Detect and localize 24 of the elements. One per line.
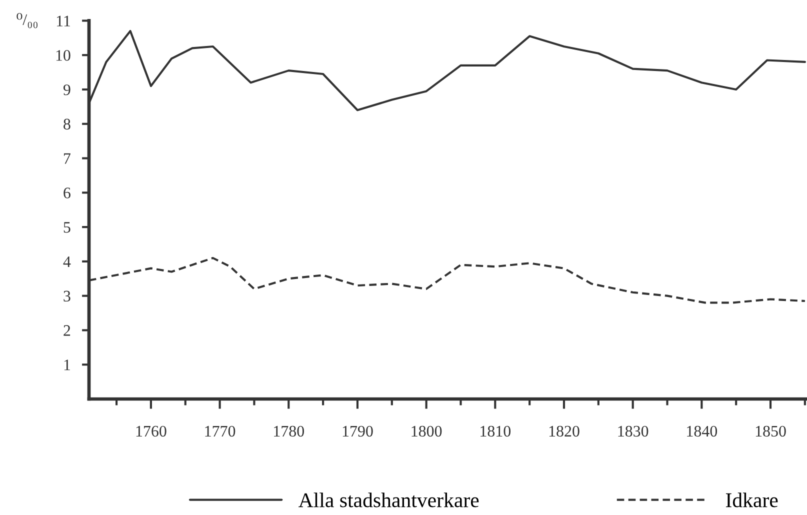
x-tick-label: 1810 — [480, 426, 511, 437]
x-tick-label: 1840 — [687, 426, 718, 437]
x-tick-label: 1850 — [756, 426, 786, 437]
x-tick-label: 1780 — [274, 426, 304, 437]
legend-label: Alla stadshantverkare — [298, 492, 479, 508]
y-tick-label: 3 — [64, 290, 70, 302]
legend-label: Idkare — [726, 492, 778, 508]
x-tick-label: 1760 — [136, 426, 166, 437]
x-tick-label: 1790 — [342, 426, 373, 437]
y-axis-title: ⁰/₀₀ — [16, 13, 38, 28]
y-tick-label: 11 — [56, 16, 70, 26]
y-tick-label: 4 — [63, 256, 71, 267]
y-tick-label: 7 — [64, 153, 70, 164]
x-tick-label: 1770 — [205, 426, 236, 437]
y-tick-label: 5 — [64, 222, 70, 233]
y-tick-label: 10 — [56, 50, 70, 61]
x-tick-label: 1830 — [618, 426, 648, 437]
x-tick-label: 1820 — [549, 426, 580, 437]
y-tick-label: 2 — [64, 325, 70, 336]
y-tick-label: 1 — [64, 360, 70, 370]
y-tick-label: 8 — [64, 118, 70, 130]
x-tick-label: 1800 — [412, 426, 442, 437]
y-tick-label: 9 — [63, 84, 70, 96]
y-tick-label: 6 — [64, 188, 70, 198]
